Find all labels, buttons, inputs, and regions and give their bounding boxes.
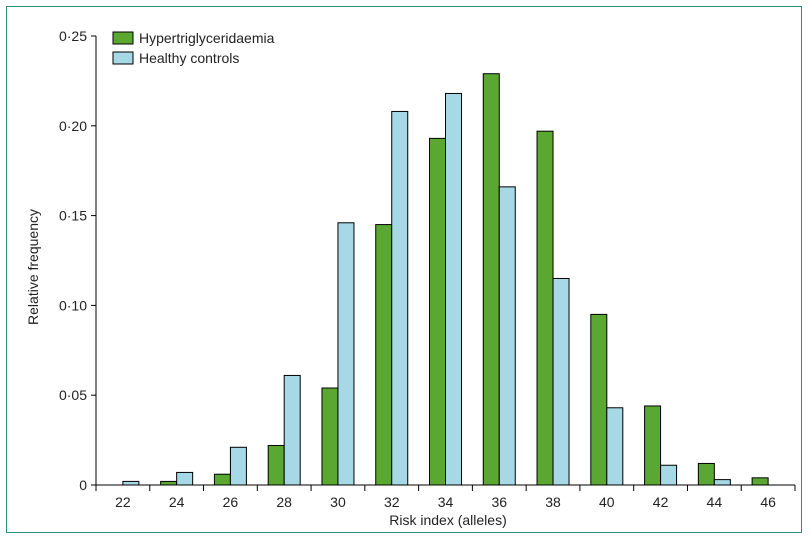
- bar-healthy-controls-42: [660, 464, 678, 486]
- x-axis-title: Risk index (alleles): [389, 512, 506, 528]
- legend-swatch-healthy-controls: [112, 51, 134, 65]
- bar-healthy-controls-22: [122, 480, 140, 486]
- x-axis: 22 24 26 28 30 32 34 36 38 40 42 44 46: [95, 484, 796, 510]
- bar-hypertriglyceridaemia-32: [375, 224, 393, 486]
- bar-hypertriglyceridaemia-38: [536, 130, 554, 486]
- legend-swatch-hypertriglyceridaemia: [112, 31, 134, 45]
- figure-frame: Hypertriglyceridaemia Healthy controls 0…: [6, 6, 802, 533]
- y-tick-label: 0·25: [59, 28, 87, 44]
- x-tick-label-44: 44: [707, 494, 723, 510]
- bar-chart: Hypertriglyceridaemia Healthy controls 0…: [25, 28, 796, 528]
- x-tick-label-38: 38: [545, 494, 561, 510]
- legend-label-healthy-controls: Healthy controls: [139, 50, 239, 66]
- legend: Hypertriglyceridaemia Healthy controls: [112, 30, 275, 66]
- x-tick-label-22: 22: [115, 494, 131, 510]
- bar-hypertriglyceridaemia-34: [429, 137, 446, 486]
- x-tick-label-46: 46: [760, 494, 776, 510]
- y-tick-label: 0·15: [59, 208, 87, 224]
- bar-healthy-controls-36: [498, 186, 516, 486]
- x-tick-label-26: 26: [223, 494, 239, 510]
- legend-label-hypertriglyceridaemia: Hypertriglyceridaemia: [139, 30, 275, 46]
- bar-healthy-controls-30: [337, 222, 355, 486]
- y-tick-label: 0·20: [59, 118, 87, 134]
- x-tick-label-36: 36: [491, 494, 507, 510]
- x-tick-label-24: 24: [169, 494, 185, 510]
- bar-hypertriglyceridaemia-30: [321, 387, 339, 486]
- bar-healthy-controls-26: [229, 446, 247, 486]
- x-tick-label-42: 42: [653, 494, 669, 510]
- x-tick-label-28: 28: [276, 494, 292, 510]
- bar-healthy-controls-38: [552, 277, 570, 486]
- bar-hypertriglyceridaemia-24: [160, 480, 178, 486]
- y-tick-label: 0: [79, 477, 87, 493]
- y-axis-title: Relative frequency: [25, 209, 41, 325]
- bar-healthy-controls-24: [176, 471, 194, 486]
- bar-hypertriglyceridaemia-26: [213, 473, 231, 486]
- bar-healthy-controls-32: [391, 110, 409, 486]
- bar-hypertriglyceridaemia-36: [482, 73, 500, 486]
- x-tick-label-34: 34: [438, 494, 454, 510]
- bar-hypertriglyceridaemia-42: [644, 405, 662, 486]
- x-tick-label-40: 40: [599, 494, 615, 510]
- bar-hypertriglyceridaemia-40: [590, 313, 608, 486]
- y-tick-label: 0·05: [59, 387, 87, 403]
- bar-hypertriglyceridaemia-44: [697, 462, 715, 486]
- bar-healthy-controls-40: [606, 407, 624, 486]
- x-tick-label-32: 32: [384, 494, 400, 510]
- bar-hypertriglyceridaemia-28: [267, 444, 285, 486]
- y-tick-label: 0·10: [59, 297, 87, 313]
- bar-hypertriglyceridaemia-46: [751, 477, 769, 486]
- bars-group: [122, 73, 769, 486]
- bar-healthy-controls-44: [713, 479, 731, 486]
- bar-healthy-controls-28: [283, 374, 301, 486]
- y-axis: 0 0·05 0·10 0·15 0·20 0·25: [59, 28, 97, 493]
- x-tick-label-30: 30: [330, 494, 346, 510]
- bar-healthy-controls-34: [445, 92, 462, 486]
